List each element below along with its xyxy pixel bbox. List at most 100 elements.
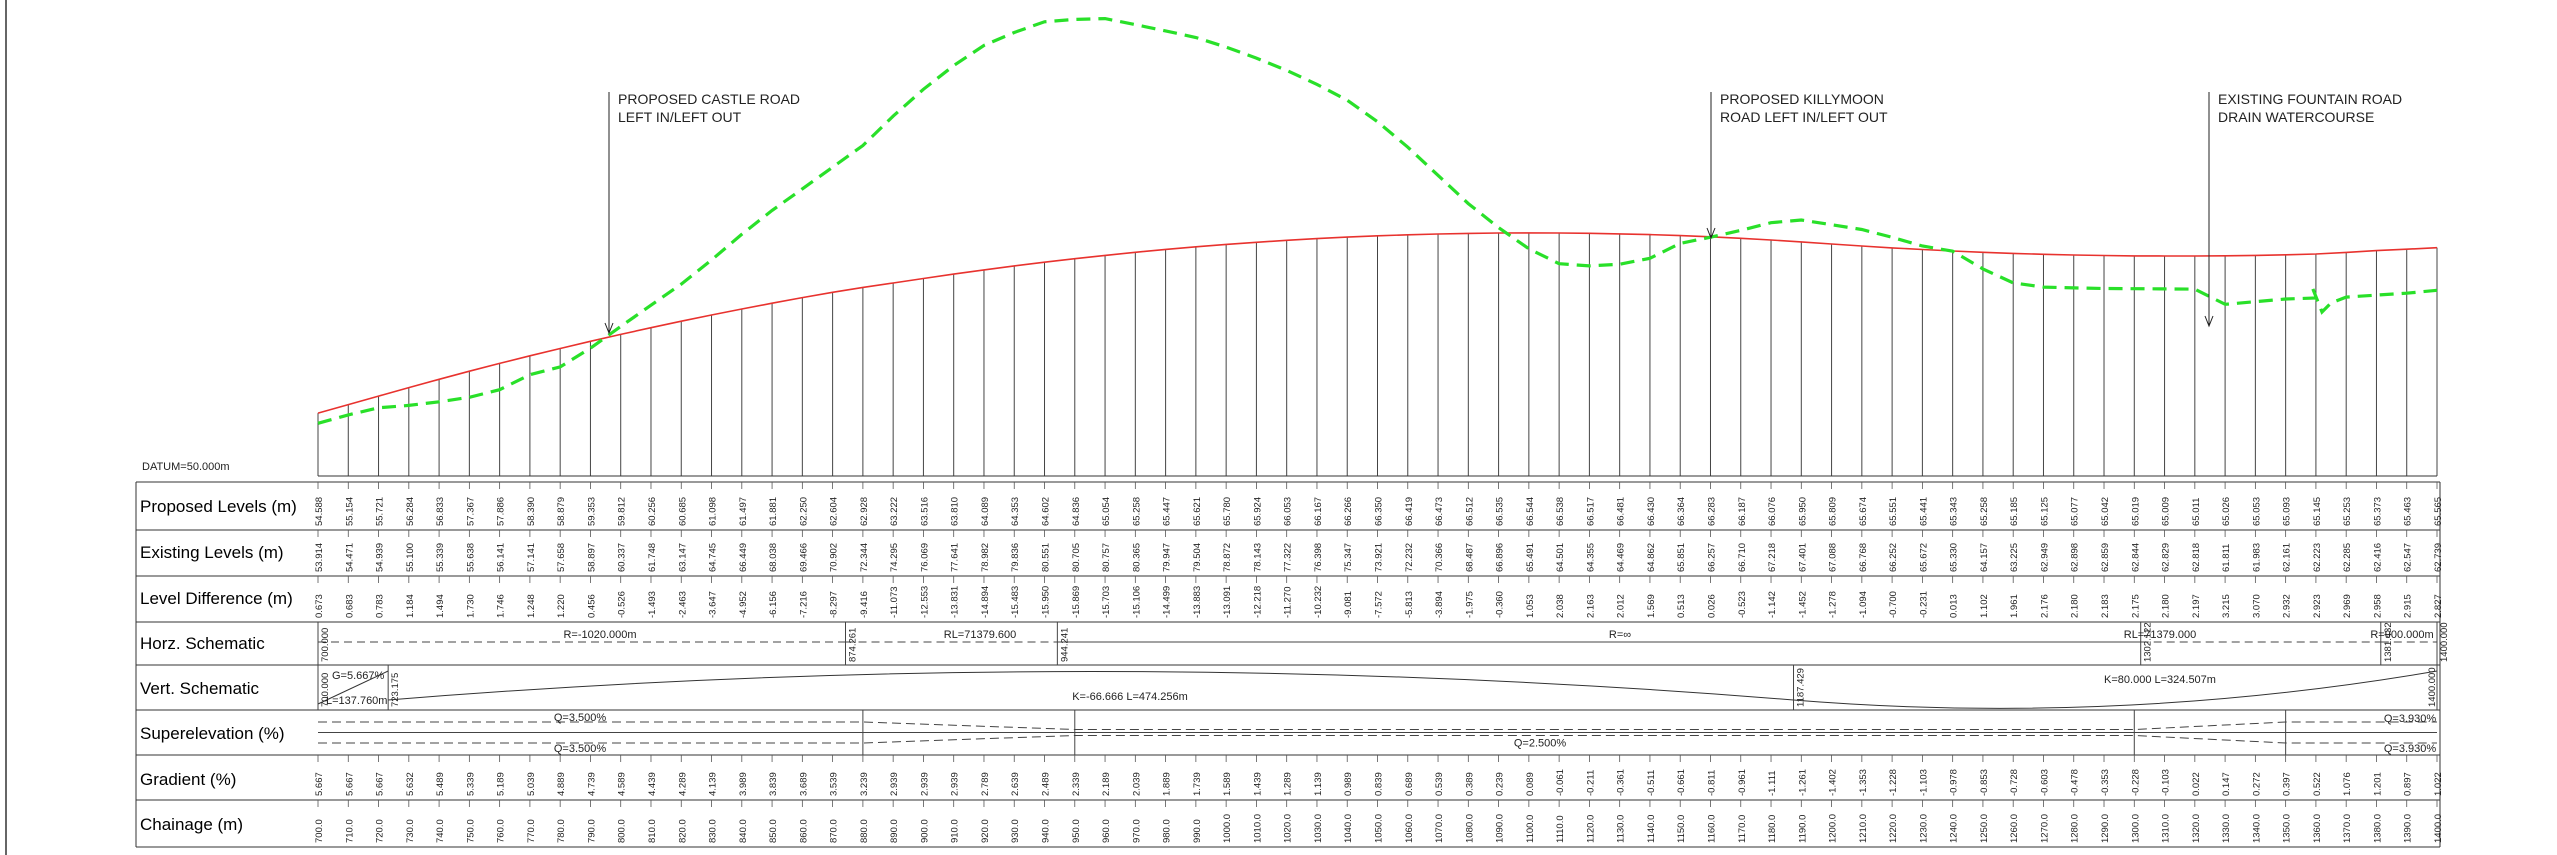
proposed-level-value: 63.810	[950, 497, 961, 526]
level-difference-value: 1.494	[435, 594, 446, 618]
proposed-level-value: 65.343	[1949, 497, 1960, 526]
annotation-text: LEFT IN/LEFT OUT	[618, 109, 742, 125]
level-difference-value: 3.070	[2251, 594, 2262, 618]
existing-level-value: 55.638	[465, 543, 476, 572]
horz-chainage-mark: 944.241	[1059, 628, 1070, 662]
existing-level-value: 66.252	[1888, 543, 1899, 572]
chainage-value: 730.0	[405, 819, 416, 843]
existing-level-value: 72.344	[859, 543, 870, 572]
chainage-value: 850.0	[768, 819, 779, 843]
level-difference-value: 1.961	[2009, 594, 2020, 618]
proposed-level-value: 65.441	[1918, 497, 1929, 526]
existing-levels-line	[317, 16, 2438, 425]
existing-level-value: 68.487	[1464, 543, 1475, 572]
gradient-value: -0.353	[2100, 769, 2111, 796]
level-difference-value: 2.175	[2130, 594, 2141, 618]
existing-level-value: 54.471	[344, 543, 355, 572]
existing-level-value: 65.330	[1949, 543, 1960, 572]
existing-level-value: 62.547	[2403, 543, 2414, 572]
level-difference-value: 1.569	[1646, 594, 1657, 618]
chainage-value: 1250.0	[1979, 814, 1990, 843]
vert-chainage-mark: 723.175	[390, 673, 401, 707]
proposed-level-value: 65.463	[2403, 497, 2414, 526]
proposed-level-value: 62.250	[798, 497, 809, 526]
super-right-line	[318, 735, 2437, 744]
chainage-value: 1310.0	[2161, 814, 2172, 843]
gradient-value: 2.789	[980, 772, 991, 796]
vert-crest-curve	[388, 671, 1794, 701]
gradient-value: 1.889	[1162, 772, 1173, 796]
proposed-level-value: 58.390	[526, 497, 537, 526]
chainage-value: 1070.0	[1434, 814, 1445, 843]
existing-level-value: 64.355	[1585, 543, 1596, 572]
gradient-value: -0.978	[1949, 769, 1960, 796]
chainage-value: 830.0	[708, 819, 719, 843]
proposed-level-value: 65.674	[1858, 497, 1869, 526]
gradient-value: 2.939	[889, 772, 900, 796]
chainage-value: 820.0	[677, 819, 688, 843]
chainage-value: 1030.0	[1313, 814, 1324, 843]
existing-level-value: 62.739	[2433, 543, 2444, 572]
chainage-value: 770.0	[526, 819, 537, 843]
band-label-gradient: Gradient (%)	[140, 770, 236, 789]
gradient-value: 3.239	[859, 772, 870, 796]
annotation-text: DRAIN WATERCOURSE	[2218, 109, 2374, 125]
gradient-value: 0.089	[1525, 772, 1536, 796]
level-difference-value: 2.827	[2433, 594, 2444, 618]
chainage-value: 750.0	[465, 819, 476, 843]
level-difference-value: 2.038	[1555, 594, 1566, 618]
chainage-value: 1240.0	[1949, 814, 1960, 843]
existing-level-value: 73.921	[1374, 543, 1385, 572]
level-difference-value: -7.572	[1374, 591, 1385, 618]
gradient-value: 1.201	[2372, 772, 2383, 796]
proposed-level-value: 66.266	[1343, 497, 1354, 526]
existing-level-value: 67.218	[1767, 543, 1778, 572]
gradient-value: 5.039	[526, 772, 537, 796]
annotation-text: ROAD LEFT IN/LEFT OUT	[1720, 109, 1888, 125]
gradient-value: -1.111	[1767, 770, 1778, 796]
gradient-value: 5.667	[314, 772, 325, 796]
proposed-level-value: 66.167	[1313, 497, 1324, 526]
proposed-level-value: 66.187	[1737, 497, 1748, 526]
chainage-value: 1100.0	[1525, 815, 1536, 843]
proposed-level-value: 65.054	[1101, 497, 1112, 526]
level-difference-value: -13.091	[1222, 586, 1233, 618]
level-difference-value: -15.483	[1010, 586, 1021, 618]
level-difference-value: 0.783	[375, 594, 386, 618]
super-label: Q=3.930%	[2384, 713, 2437, 725]
proposed-level-value: 65.621	[1192, 497, 1203, 526]
chainage-value: 890.0	[889, 819, 900, 843]
existing-level-value: 75.347	[1343, 543, 1354, 572]
level-difference-value: -3.647	[708, 591, 719, 618]
horz-chainage-mark: 1381.432	[2383, 622, 2394, 662]
proposed-level-value: 66.419	[1404, 497, 1415, 526]
chainage-value: 1330.0	[2221, 814, 2232, 843]
existing-level-value: 62.416	[2372, 543, 2383, 572]
chainage-value: 1220.0	[1888, 814, 1899, 843]
vert-tangent	[317, 670, 389, 705]
gradient-value: 0.397	[2282, 772, 2293, 796]
proposed-level-value: 54.588	[314, 497, 325, 526]
chainage-value: 1260.0	[2009, 814, 2020, 843]
chainage-value: 950.0	[1071, 819, 1082, 843]
level-difference-value: -0.360	[1495, 591, 1506, 618]
gradient-value: 1.589	[1222, 772, 1233, 796]
proposed-level-value: 56.284	[405, 497, 416, 526]
annotations: PROPOSED CASTLE ROAD LEFT IN/LEFT OUT PROP…	[604, 91, 2402, 335]
gradient-value: 3.539	[829, 772, 840, 796]
level-difference-value: 1.730	[465, 594, 476, 618]
existing-level-value: 77.322	[1283, 543, 1294, 572]
gradient-value: 1.439	[1252, 772, 1263, 796]
vert-chainage-mark: 1187.429	[1796, 668, 1807, 707]
level-difference-value: 2.969	[2342, 594, 2353, 618]
gradient-value: 3.839	[768, 772, 779, 796]
super-label: Q=3.930%	[2384, 743, 2437, 755]
existing-level-value: 79.947	[1162, 543, 1173, 572]
level-difference-value: -14.894	[980, 586, 991, 618]
chainage-value: 1090.0	[1495, 814, 1506, 843]
vert-label: G=5.667%	[332, 670, 385, 682]
chainage-value: 980.0	[1162, 819, 1173, 843]
gradient-value: -0.728	[2009, 769, 2020, 796]
existing-level-value: 58.897	[586, 543, 597, 572]
chainage-value: 1130.0	[1616, 815, 1627, 843]
